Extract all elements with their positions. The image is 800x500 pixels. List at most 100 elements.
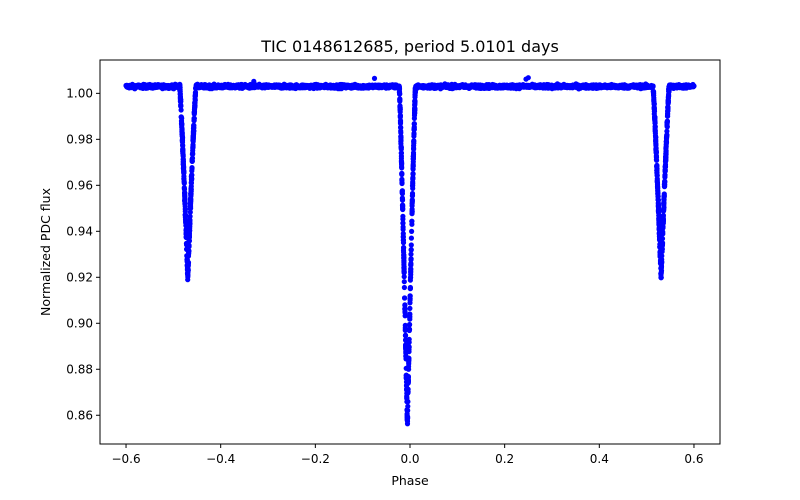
data-point [662,168,668,174]
data-point [662,164,669,170]
data-point [400,220,406,226]
data-point [402,326,408,333]
data-point [400,224,406,230]
data-point [658,275,664,281]
data-point [664,128,670,134]
y-tick-label: 0.96 [66,178,93,192]
data-point [371,75,378,81]
data-point [183,230,189,236]
data-point [656,222,662,228]
data-point [405,386,411,392]
data-point [179,127,185,133]
data-point [398,158,404,164]
data-point [400,240,407,246]
data-point [408,251,414,257]
data-point [403,379,410,385]
data-point [180,147,186,153]
y-tick-label: 0.98 [66,132,93,146]
data-point [411,143,417,149]
data-point [399,195,405,201]
data-point [407,293,413,299]
data-point [180,160,186,166]
data-point [408,260,414,267]
data-point [179,120,185,126]
data-point [654,178,660,185]
data-point [185,271,191,277]
data-point [399,188,405,194]
data-point [652,114,658,120]
data-point [405,403,411,409]
data-point [406,359,412,365]
data-point [396,85,403,91]
data-point [179,115,185,121]
data-point [409,218,415,224]
data-point [404,421,411,427]
data-point [411,126,417,132]
data-point [183,220,189,226]
data-point [660,213,666,219]
data-point [396,89,403,95]
data-point [178,97,184,103]
data-point [398,141,404,147]
data-point [409,203,415,209]
data-point [652,130,659,136]
data-point [400,213,406,219]
data-point [182,190,188,196]
data-point [653,134,659,140]
data-point [408,256,414,262]
data-point [656,215,662,221]
data-point [402,302,408,308]
y-tick-label: 0.86 [66,408,93,422]
data-point [411,139,417,145]
data-point [179,133,185,139]
data-point [657,244,663,250]
x-tick-label: 0.2 [495,452,514,466]
data-point [182,213,189,219]
x-axis-ticks: −0.6 −0.4 −0.2 0.0 0.2 0.4 0.6 [111,444,704,466]
data-point [653,146,659,152]
data-point [409,209,415,215]
data-point [401,274,407,280]
data-point [665,97,671,103]
data-point [664,132,670,138]
data-point [411,133,417,139]
data-point [181,169,187,175]
data-point [184,246,190,252]
data-point [663,143,669,149]
data-point [404,393,410,399]
data-point [658,262,665,268]
data-point [188,191,194,197]
data-point [190,136,196,142]
data-point [398,124,404,130]
data-point [187,217,193,223]
y-tick-label: 1.00 [66,86,93,100]
data-point [191,109,197,115]
data-point [398,134,404,140]
data-point [664,121,670,127]
x-tick-label: −0.6 [111,452,140,466]
data-point [655,190,661,196]
data-point [409,198,415,204]
data-point [406,339,412,345]
x-tick-label: 0.4 [590,452,609,466]
data-point [399,171,405,177]
data-point [657,234,663,240]
data-point [398,130,404,136]
y-tick-label: 0.94 [66,224,93,238]
data-point [191,128,197,134]
x-tick-label: 0.0 [400,452,419,466]
data-point [653,138,659,144]
data-point [193,85,199,91]
data-point [191,116,197,122]
data-point [184,257,190,263]
data-point [191,122,197,128]
data-point [650,84,656,90]
data-point [402,295,408,301]
data-point [251,78,257,84]
data-point [410,171,416,177]
data-point [656,209,662,215]
data-point [408,247,414,253]
chart-title: TIC 0148612685, period 5.0101 days [260,37,559,56]
data-point [411,146,417,152]
